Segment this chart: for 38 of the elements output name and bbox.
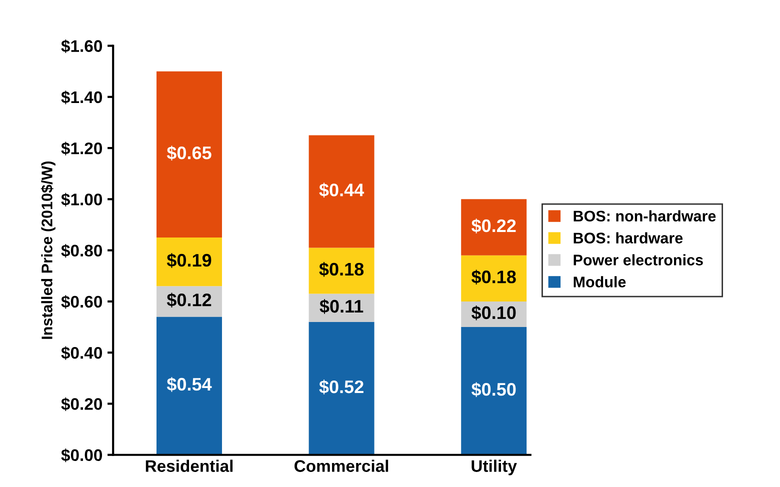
y-tick-label: $0.80 bbox=[61, 244, 102, 258]
bar bbox=[308, 248, 374, 294]
y-axis-title: Installed Price (2010$/W) bbox=[40, 161, 56, 339]
y-tick-label: $0.60 bbox=[61, 295, 102, 309]
bar bbox=[156, 71, 222, 238]
data-label: $0.52 bbox=[319, 380, 364, 394]
bar bbox=[461, 327, 527, 455]
y-tick-label: $1.00 bbox=[61, 192, 102, 206]
legend-label: Power electronics bbox=[574, 254, 703, 266]
data-label: $0.44 bbox=[319, 182, 364, 198]
legend-label: Module bbox=[574, 276, 626, 288]
y-tick-label: $1.40 bbox=[61, 90, 102, 104]
legend-label: BOS: hardware bbox=[574, 232, 683, 244]
y-tick-label: $0.00 bbox=[61, 448, 102, 462]
data-label: $0.12 bbox=[166, 292, 212, 308]
bar bbox=[308, 322, 374, 455]
x-tick-label: Commercial bbox=[294, 460, 388, 472]
data-label: $0.22 bbox=[471, 218, 516, 234]
bar bbox=[156, 316, 222, 455]
x-tick-label: Utility bbox=[472, 460, 517, 476]
y-tick-label: $0.40 bbox=[61, 346, 102, 360]
y-tick-label: $1.20 bbox=[61, 142, 102, 156]
data-label: $0.65 bbox=[166, 146, 212, 160]
data-label: $0.18 bbox=[471, 270, 516, 284]
data-label: $0.19 bbox=[166, 253, 212, 268]
bar bbox=[461, 199, 527, 256]
data-label: $0.54 bbox=[166, 377, 212, 392]
y-tick-label: $1.60 bbox=[61, 39, 102, 54]
y-tick-label: $0.20 bbox=[61, 397, 102, 411]
bar bbox=[308, 135, 374, 248]
x-tick-label: Residential bbox=[146, 460, 233, 472]
data-label: $0.11 bbox=[320, 299, 364, 314]
legend-label: BOS: non-hardware bbox=[574, 210, 716, 222]
bar bbox=[156, 238, 222, 286]
data-label: $0.10 bbox=[471, 306, 516, 320]
bar bbox=[461, 255, 527, 302]
data-label: $0.50 bbox=[471, 382, 516, 397]
data-label: $0.18 bbox=[319, 262, 364, 277]
